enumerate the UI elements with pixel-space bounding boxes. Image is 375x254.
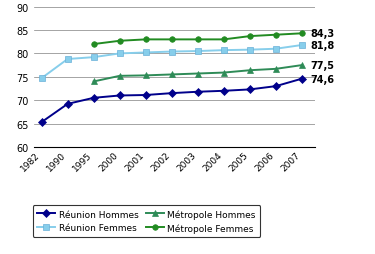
- Métropole Femmes: [196, 39, 200, 42]
- Métropole Femmes: [274, 34, 278, 37]
- Métropole Hommes: [196, 73, 200, 76]
- Métropole Femmes: [117, 40, 122, 43]
- Réunion Femmes: [144, 52, 148, 55]
- Réunion Femmes: [196, 50, 200, 53]
- Text: 74,6: 74,6: [310, 74, 334, 84]
- Métropole Hommes: [300, 64, 304, 67]
- Métropole Femmes: [144, 39, 148, 42]
- Réunion Hommes: [92, 97, 96, 100]
- Métropole Hommes: [117, 75, 122, 78]
- Réunion Femmes: [39, 77, 44, 80]
- Line: Métropole Hommes: Métropole Hommes: [91, 63, 305, 85]
- Métropole Femmes: [222, 39, 226, 42]
- Line: Métropole Femmes: Métropole Femmes: [91, 31, 305, 48]
- Métropole Hommes: [144, 75, 148, 78]
- Réunion Hommes: [300, 78, 304, 81]
- Métropole Hommes: [274, 68, 278, 71]
- Réunion Femmes: [248, 49, 252, 52]
- Réunion Femmes: [65, 58, 70, 61]
- Métropole Femmes: [300, 33, 304, 36]
- Réunion Hommes: [39, 121, 44, 124]
- Legend: Réunion Hommes, Réunion Femmes, Métropole Hommes, Métropole Femmes: Réunion Hommes, Réunion Femmes, Métropol…: [33, 205, 260, 237]
- Line: Réunion Hommes: Réunion Hommes: [39, 76, 305, 125]
- Réunion Femmes: [300, 44, 304, 47]
- Text: 84,3: 84,3: [310, 29, 334, 39]
- Métropole Hommes: [222, 72, 226, 75]
- Métropole Femmes: [170, 39, 174, 42]
- Text: 81,8: 81,8: [310, 41, 334, 51]
- Text: 77,5: 77,5: [310, 61, 334, 71]
- Réunion Femmes: [117, 53, 122, 56]
- Réunion Hommes: [196, 91, 200, 94]
- Réunion Hommes: [248, 89, 252, 92]
- Réunion Femmes: [170, 51, 174, 54]
- Line: Réunion Femmes: Réunion Femmes: [39, 43, 305, 82]
- Réunion Femmes: [92, 56, 96, 59]
- Métropole Femmes: [92, 43, 96, 46]
- Réunion Hommes: [222, 90, 226, 93]
- Métropole Hommes: [170, 74, 174, 77]
- Réunion Femmes: [222, 49, 226, 53]
- Réunion Hommes: [274, 85, 278, 88]
- Réunion Hommes: [65, 103, 70, 106]
- Réunion Femmes: [274, 48, 278, 51]
- Réunion Hommes: [117, 94, 122, 98]
- Réunion Hommes: [170, 92, 174, 95]
- Métropole Hommes: [92, 81, 96, 84]
- Métropole Hommes: [248, 69, 252, 72]
- Réunion Hommes: [144, 94, 148, 97]
- Métropole Femmes: [248, 35, 252, 38]
